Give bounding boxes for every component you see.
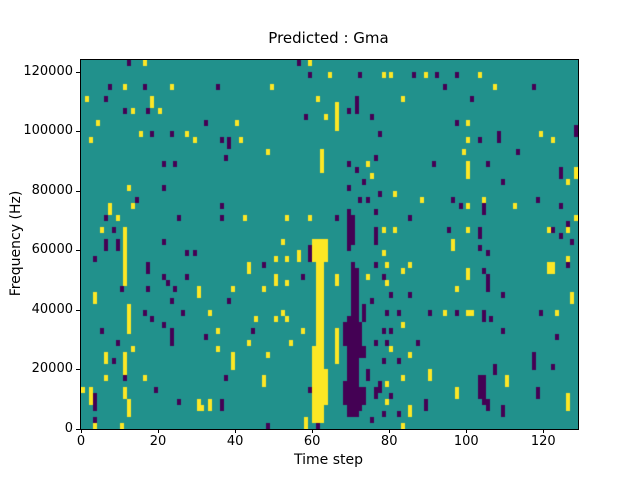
- y-tick-mark: [76, 71, 80, 73]
- x-tick-mark: [466, 429, 468, 433]
- y-tick-label: 100000: [23, 123, 73, 139]
- x-tick-label: 120: [530, 434, 556, 449]
- x-tick-mark: [158, 429, 160, 433]
- y-tick-label: 60000: [31, 242, 73, 258]
- x-tick-label: 20: [149, 434, 167, 449]
- x-tick-label: 40: [226, 434, 244, 449]
- x-tick-label: 0: [76, 434, 86, 449]
- x-tick-label: 80: [380, 434, 398, 449]
- x-tick-mark: [235, 429, 237, 433]
- y-tick-label: 20000: [31, 361, 73, 377]
- plot-area: [80, 59, 579, 430]
- x-tick-mark: [389, 429, 391, 433]
- y-tick-mark: [76, 190, 80, 192]
- x-tick-label: 100: [453, 434, 479, 449]
- y-tick-mark: [76, 429, 80, 430]
- y-tick-label: 120000: [23, 63, 73, 79]
- x-tick-label: 60: [303, 434, 321, 449]
- y-tick-mark: [76, 309, 80, 311]
- x-axis-label: Time step: [294, 452, 363, 468]
- y-tick-label: 80000: [31, 182, 73, 198]
- y-tick-mark: [76, 369, 80, 371]
- y-axis-label: Frequency (Hz): [8, 190, 24, 297]
- y-tick-label: 40000: [31, 301, 73, 317]
- heatmap-canvas: [81, 60, 578, 429]
- y-tick-mark: [76, 250, 80, 252]
- y-tick-mark: [76, 131, 80, 133]
- x-tick-mark: [81, 429, 82, 433]
- x-tick-mark: [543, 429, 545, 433]
- chart-title: Predicted : Gma: [268, 29, 389, 47]
- y-tick-label: 0: [64, 421, 73, 436]
- x-tick-mark: [312, 429, 314, 433]
